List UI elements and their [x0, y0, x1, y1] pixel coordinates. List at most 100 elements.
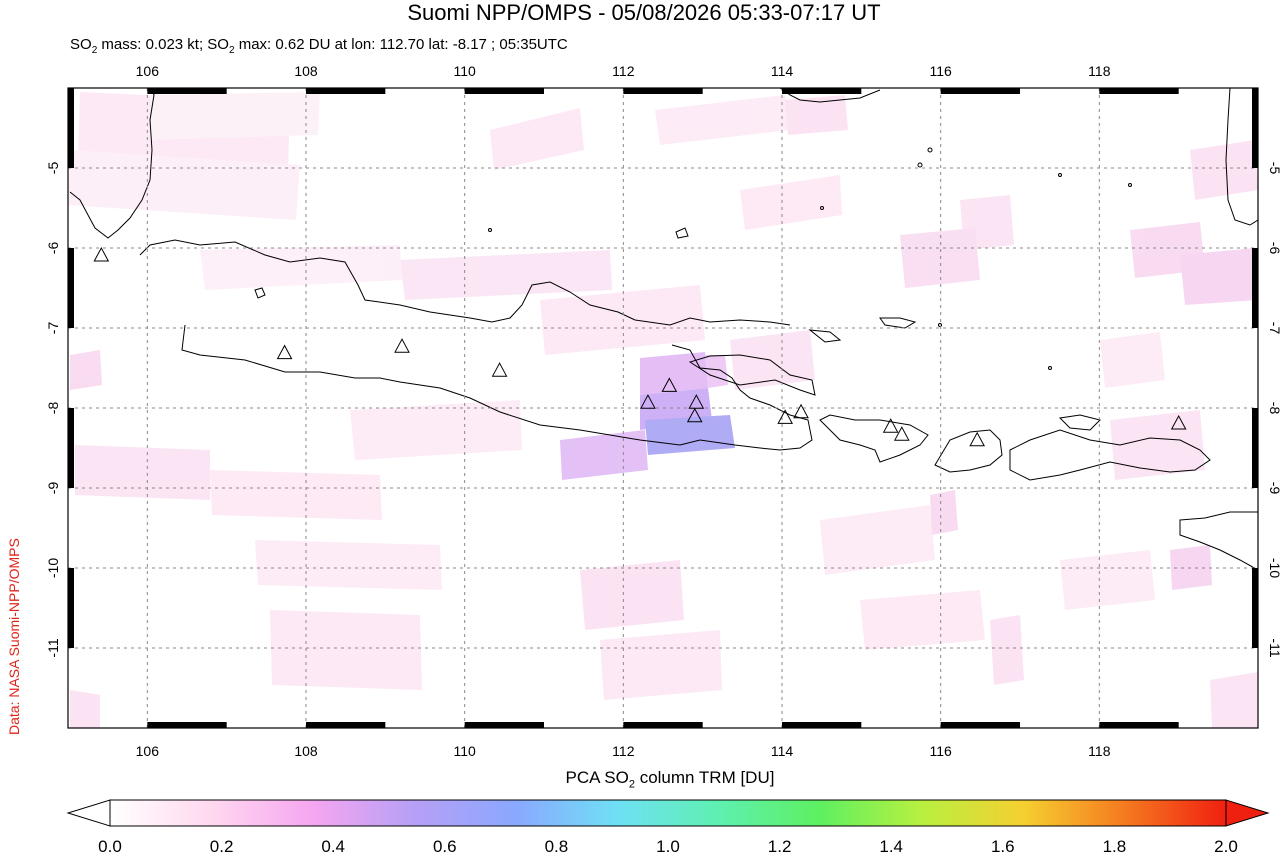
colorbar-tick-label: 2.0	[1214, 837, 1238, 855]
volcano-triangle-icon	[893, 426, 910, 441]
coast-lombok	[934, 429, 1003, 473]
frame-segment-top	[1099, 88, 1179, 94]
lon-label-bottom: 110	[454, 743, 477, 759]
lon-label-top: 106	[136, 63, 160, 79]
axis-labels: 106 106 108 108 110 110 112 112 114 114 116 116 118 1…	[45, 63, 1283, 759]
colorbar-tick-labels: 0.0 0.2 0.4 0.6 0.8 1.0 1.2 1.4 1.6 1.8 2.0	[98, 837, 1238, 855]
lat-label-left: -11	[45, 638, 61, 657]
frame-segment-right	[1252, 408, 1258, 488]
volcano-triangle-icon	[793, 403, 809, 419]
volcano-triangle-icon	[661, 377, 678, 392]
lat-label-left: -7	[45, 322, 61, 335]
frame-segment-bottom	[1099, 722, 1179, 728]
lat-label-left: -6	[45, 242, 61, 255]
frame-segment-bottom	[464, 722, 544, 728]
colorbar-tick-label: 1.4	[879, 837, 903, 855]
coast-sumbawa	[1009, 429, 1211, 481]
coast-borneo	[779, 88, 881, 103]
volcano-markers	[93, 246, 1187, 447]
colorbar-tick-label: 0.6	[433, 837, 457, 855]
coast-sulawesi	[1225, 88, 1258, 226]
volcano-triangle-icon	[640, 394, 656, 409]
lon-label-top: 112	[612, 63, 635, 79]
frame-border-ticks	[68, 88, 1258, 728]
frame-segment-right	[1252, 88, 1258, 168]
colorbar: 0.0 0.2 0.4 0.6 0.8 1.0 1.2 1.4 1.6 1.8 2.0	[66, 799, 1270, 855]
frame-segment-bottom	[940, 722, 1020, 728]
map-subtitle: SO2 mass: 0.023 kt; SO2 max: 0.62 DU at …	[70, 36, 568, 56]
coast-sumatra	[69, 88, 155, 239]
colorbar-tick-label: 1.2	[768, 837, 792, 855]
volcano-triangle-icon	[882, 418, 899, 433]
lon-label-top: 114	[771, 63, 794, 79]
lat-label-right: -7	[1267, 322, 1283, 335]
frame-segment-left	[68, 248, 74, 328]
lat-label-right: -6	[1267, 242, 1283, 255]
volcano-triangle-icon	[1170, 414, 1187, 430]
lon-label-bottom: 116	[930, 743, 953, 759]
volcano-triangle-icon	[491, 362, 508, 377]
frame-segment-top	[306, 88, 386, 94]
lon-label-top: 108	[294, 63, 318, 79]
frame-segment-right	[1252, 248, 1258, 328]
volcano-triangle-icon	[686, 407, 703, 423]
colorbar-bar	[109, 799, 1227, 827]
lat-label-left: -9	[45, 482, 61, 495]
lon-label-top: 110	[454, 63, 477, 79]
frame-segment-left	[68, 568, 74, 648]
lat-label-right: -5	[1267, 162, 1283, 175]
lon-label-bottom: 108	[294, 743, 318, 759]
volcano-triangle-icon	[394, 338, 410, 353]
lon-label-top: 118	[1088, 63, 1111, 79]
frame-segment-right	[1252, 568, 1258, 648]
colorbar-tick-label: 1.0	[656, 837, 680, 855]
lon-label-bottom: 114	[771, 743, 794, 759]
frame-segment-left	[68, 408, 74, 488]
volcano-triangle-icon	[93, 246, 110, 262]
frame-segment-top	[147, 88, 227, 94]
map-title: Suomi NPP/OMPS - 05/08/2026 05:33-07:17 …	[407, 0, 881, 25]
coast-java-south	[181, 324, 813, 451]
colorbar-tick-label: 1.6	[991, 837, 1015, 855]
colorbar-tick-label: 0.2	[210, 837, 234, 855]
coast-bali	[819, 414, 929, 463]
colorbar-title: PCA SO2 column TRM [DU]	[565, 768, 775, 791]
lat-label-left: -5	[45, 162, 61, 175]
colorbar-tick-label: 0.8	[545, 837, 569, 855]
frame-segment-bottom	[306, 722, 386, 728]
lat-label-right: -10	[1267, 558, 1283, 578]
so2-swaths	[68, 92, 1258, 728]
colorbar-max-arrow	[1225, 799, 1270, 827]
volcano-triangle-icon	[276, 344, 293, 360]
colorbar-tick-label: 0.0	[98, 837, 122, 855]
volcano-triangle-icon	[688, 394, 705, 409]
coast-sumba	[1179, 511, 1258, 571]
volcano-triangle-icon	[969, 431, 985, 447]
frame-segment-top	[940, 88, 1020, 94]
lon-label-top: 116	[930, 63, 953, 79]
lat-label-left: -10	[45, 558, 61, 578]
frame-segment-top	[782, 88, 862, 94]
lat-label-left: -8	[45, 402, 61, 415]
volcano-triangle-icon	[777, 409, 794, 424]
coast-java-north	[139, 239, 791, 326]
frame-segment-top	[464, 88, 544, 94]
frame-segment-bottom	[147, 722, 227, 728]
frame-segment-bottom	[623, 722, 703, 728]
lat-label-right: -11	[1267, 638, 1283, 657]
lat-label-right: -8	[1267, 402, 1283, 415]
colorbar-tick-label: 1.8	[1103, 837, 1127, 855]
colorbar-min-arrow	[66, 799, 111, 827]
lon-label-bottom: 112	[612, 743, 635, 759]
lon-label-bottom: 118	[1088, 743, 1111, 759]
coastlines	[69, 88, 1258, 571]
frame-segment-left	[68, 88, 74, 168]
lat-label-right: -9	[1267, 482, 1283, 495]
colorbar-tick-label: 0.4	[321, 837, 345, 855]
frame-segment-top	[623, 88, 703, 94]
frame-segment-bottom	[782, 722, 862, 728]
lon-label-bottom: 106	[136, 743, 160, 759]
graticule	[68, 88, 1258, 728]
coast-madura	[688, 354, 816, 396]
